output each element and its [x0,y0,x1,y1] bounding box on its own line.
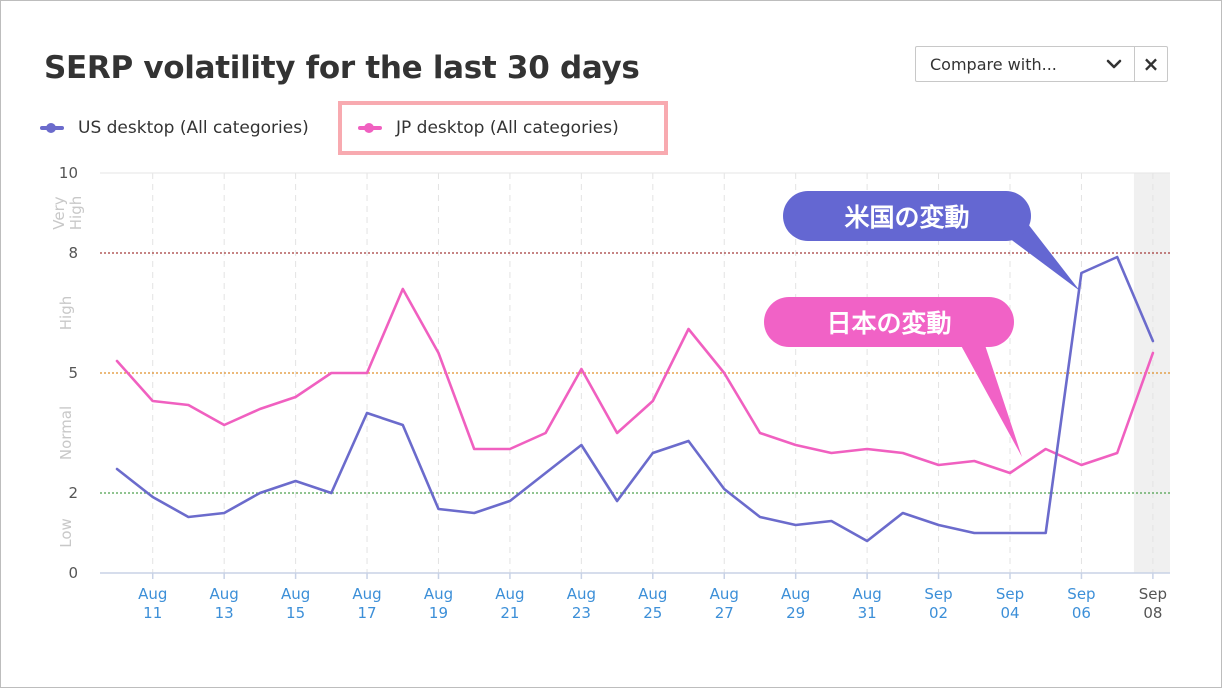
legend-item-jp[interactable]: JP desktop (All categories) [338,101,668,155]
x-tick-label: Aug 29 [781,585,810,622]
page-title: SERP volatility for the last 30 days [44,50,640,86]
legend-label-jp: JP desktop (All categories) [396,118,619,138]
chevron-down-icon [1106,59,1122,69]
x-tick-label: Aug 19 [424,585,453,622]
legend-item-us[interactable]: US desktop (All categories) [40,101,309,155]
annotation-us-pointer [1001,224,1080,291]
x-tick-label: Sep 02 [924,585,952,622]
annotation-jp-pointer [958,336,1022,457]
annotation-us-bubble: 米国の変動 [783,191,1031,241]
x-tick-label: Aug 21 [495,585,524,622]
y-tick-label: 5 [68,364,78,382]
band-label: VeryHigh [50,196,85,230]
annotation-jp-bubble: 日本の変動 [764,297,1014,347]
x-tick-label: Aug 17 [352,585,381,622]
x-tick-label: Sep 04 [996,585,1024,622]
x-tick-label: Aug 15 [281,585,310,622]
close-icon: × [1142,52,1160,76]
legend-marker-icon [40,123,64,133]
legend-marker-icon [358,123,382,133]
band-label: High [57,296,75,330]
compare-placeholder: Compare with... [930,54,1057,74]
x-tick-label: Aug 13 [210,585,239,622]
y-tick-label: 2 [68,484,78,502]
x-tick-label: Aug 27 [710,585,739,622]
x-tick-label: Aug 31 [852,585,881,622]
legend-label-us: US desktop (All categories) [78,118,309,138]
current-day-highlight [1133,173,1170,573]
compare-select[interactable]: Compare with... [916,47,1135,81]
compare-dropdown[interactable]: Compare with... × [915,46,1168,82]
band-label: Normal [57,406,75,460]
x-tick-label: Sep 06 [1067,585,1095,622]
x-tick-label: Aug 25 [638,585,667,622]
y-tick-label: 0 [68,564,78,582]
band-label: Low [57,518,75,548]
x-tick-label: Sep 08 [1139,585,1167,622]
series-line [115,287,1155,475]
series-line [115,255,1155,543]
x-tick-label: Aug 11 [138,585,167,622]
y-tick-label: 8 [68,244,78,262]
close-compare-button[interactable]: × [1135,47,1167,81]
y-tick-label: 10 [59,164,78,182]
x-tick-label: Aug 23 [567,585,596,622]
